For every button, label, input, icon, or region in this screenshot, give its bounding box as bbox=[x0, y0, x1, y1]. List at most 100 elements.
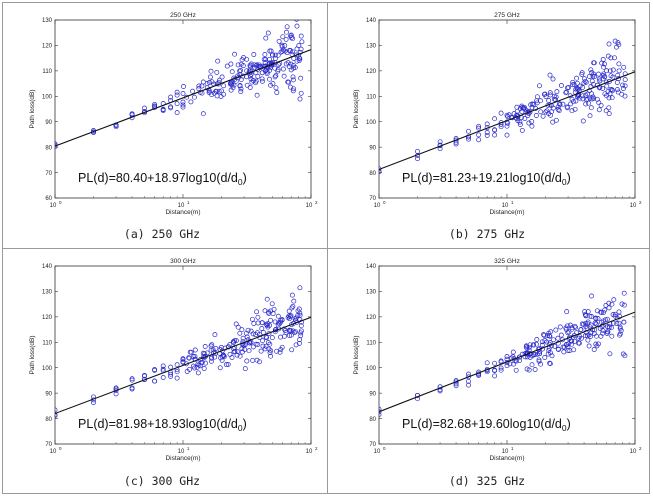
data-point bbox=[213, 88, 219, 94]
data-point bbox=[515, 118, 521, 123]
data-point bbox=[527, 342, 533, 348]
data-point bbox=[195, 361, 201, 367]
y-axis-label: Path loss(dB) bbox=[353, 335, 360, 374]
data-point bbox=[569, 341, 575, 347]
data-point bbox=[291, 298, 297, 304]
data-point bbox=[186, 355, 192, 361]
data-point bbox=[597, 326, 603, 331]
data-point bbox=[546, 98, 552, 103]
fit-equation-subscript: 0 bbox=[562, 423, 567, 433]
data-point bbox=[437, 139, 443, 145]
data-point bbox=[558, 332, 564, 338]
data-point bbox=[575, 86, 581, 92]
x-axis-label: Distance(m) bbox=[165, 455, 200, 462]
data-point bbox=[290, 77, 296, 83]
data-point bbox=[602, 74, 608, 80]
x-tick-exponent: 0 bbox=[383, 200, 386, 205]
data-point bbox=[206, 80, 212, 85]
x-tick-exponent: 2 bbox=[315, 446, 318, 451]
data-point bbox=[264, 71, 270, 77]
data-point bbox=[476, 123, 482, 129]
data-point bbox=[191, 94, 197, 100]
data-point bbox=[589, 314, 595, 319]
data-point bbox=[476, 132, 482, 138]
data-point bbox=[268, 353, 274, 359]
data-point bbox=[605, 324, 610, 330]
data-point bbox=[567, 322, 573, 328]
data-point bbox=[279, 344, 285, 350]
data-point bbox=[542, 355, 548, 360]
data-point bbox=[246, 348, 252, 354]
x-tick-label: 10 bbox=[50, 203, 57, 209]
data-point bbox=[607, 351, 613, 357]
data-point bbox=[415, 156, 420, 162]
y-tick-label: 80 bbox=[369, 417, 376, 423]
data-point bbox=[238, 86, 244, 92]
data-point bbox=[537, 83, 542, 89]
data-point bbox=[594, 308, 600, 314]
data-point bbox=[174, 362, 180, 368]
data-point bbox=[247, 85, 253, 90]
data-point bbox=[274, 90, 280, 95]
data-point bbox=[160, 375, 166, 380]
data-point bbox=[601, 309, 606, 315]
data-point bbox=[243, 330, 249, 336]
data-point bbox=[268, 48, 274, 54]
data-point bbox=[255, 314, 261, 320]
data-point bbox=[244, 358, 250, 364]
data-point bbox=[600, 85, 606, 91]
data-point bbox=[538, 361, 544, 367]
data-point bbox=[578, 327, 584, 333]
data-point bbox=[275, 52, 281, 58]
data-point bbox=[228, 80, 234, 86]
data-point bbox=[219, 353, 225, 359]
data-point bbox=[606, 305, 612, 311]
x-tick-exponent: 1 bbox=[511, 200, 514, 205]
data-point bbox=[259, 70, 265, 76]
fit-equation-subscript: 0 bbox=[238, 177, 243, 187]
data-point bbox=[181, 84, 186, 89]
data-point bbox=[194, 364, 200, 370]
data-point bbox=[616, 42, 622, 48]
data-point bbox=[225, 361, 231, 367]
data-point bbox=[250, 344, 256, 350]
data-point bbox=[239, 327, 245, 333]
data-point bbox=[504, 132, 510, 138]
data-point bbox=[507, 361, 513, 367]
data-point bbox=[152, 103, 158, 109]
x-tick-exponent: 2 bbox=[315, 200, 318, 205]
fit-line bbox=[379, 71, 635, 170]
data-point bbox=[582, 78, 588, 84]
y-tick-label: 70 bbox=[45, 442, 52, 448]
data-point bbox=[593, 315, 599, 321]
data-point bbox=[379, 409, 382, 415]
data-point bbox=[536, 357, 542, 363]
data-point bbox=[437, 388, 443, 394]
data-point bbox=[174, 89, 180, 95]
data-point bbox=[229, 69, 235, 75]
data-point bbox=[298, 333, 304, 338]
data-point bbox=[513, 367, 519, 373]
data-point bbox=[596, 71, 601, 77]
x-tick-label: 10 bbox=[374, 203, 381, 209]
data-point bbox=[174, 369, 180, 375]
data-point bbox=[247, 64, 253, 70]
data-point bbox=[574, 85, 580, 91]
data-point bbox=[264, 69, 270, 75]
data-point bbox=[286, 316, 292, 322]
data-point bbox=[602, 61, 607, 67]
data-point bbox=[610, 320, 616, 326]
data-point bbox=[552, 96, 557, 102]
data-point bbox=[580, 85, 585, 90]
data-point bbox=[484, 132, 490, 138]
data-point bbox=[286, 79, 292, 85]
fit-equation-main: PL(d)=81.23+19.21log10(d/d bbox=[402, 171, 562, 185]
data-point bbox=[600, 73, 606, 78]
data-point bbox=[280, 47, 286, 53]
data-point bbox=[209, 342, 215, 348]
data-point bbox=[544, 108, 550, 114]
data-point bbox=[180, 102, 186, 108]
data-point bbox=[604, 93, 610, 99]
data-point bbox=[129, 385, 135, 391]
data-layer bbox=[379, 290, 635, 417]
